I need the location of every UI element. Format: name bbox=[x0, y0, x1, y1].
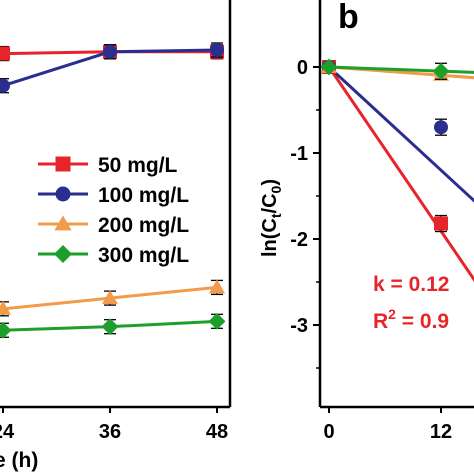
panel-a-x-tick-label: 36 bbox=[99, 421, 121, 443]
panel-a-series-line-200-mgl bbox=[0, 285, 218, 311]
panel-b-y-tick-label: -2 bbox=[290, 229, 308, 251]
panel-b-fit-line-2 bbox=[328, 65, 474, 80]
legend-marker bbox=[54, 245, 72, 263]
panel-b-y-tick-label: 0 bbox=[297, 57, 308, 79]
r-squared-annotation: R2 = 0.9 bbox=[373, 306, 449, 333]
panel-a-data-point bbox=[208, 312, 226, 330]
legend-label: 50 mg/L bbox=[98, 154, 178, 177]
panel-b-data-point bbox=[320, 58, 338, 76]
panel-b-x-tick-label: 0 bbox=[323, 421, 334, 443]
legend-marker bbox=[54, 215, 72, 231]
panel-a-x-label: e (h) bbox=[0, 449, 38, 472]
panel-b-fit-line-1 bbox=[327, 65, 474, 203]
panel-a-series-line-100-mgl bbox=[0, 48, 218, 93]
panel-b-y-label: ln(Ct/C0) bbox=[259, 179, 284, 257]
legend-label: 100 mg/L bbox=[98, 184, 189, 207]
panel-a-data-point bbox=[0, 46, 10, 61]
legend: 50 mg/L 100 mg/L 200 mg/L 300 mg/L bbox=[38, 154, 189, 267]
panel-a-series-line-300-mgl bbox=[0, 319, 218, 332]
legend-entry-200-mgl: 200 mg/L bbox=[38, 214, 189, 237]
panel-b-letter: b bbox=[338, 0, 359, 36]
panel-a-data-point bbox=[101, 318, 119, 336]
legend-marker bbox=[55, 186, 71, 202]
panel-a-data-point bbox=[103, 44, 117, 59]
panel-b: b 0 -1 -2 -3 0 12 ln(Ct/C0) k = 0.12 R2 = 0.9 bbox=[259, 0, 474, 443]
legend-label: 200 mg/L bbox=[98, 214, 189, 237]
panel-a-x-tick-label: 24 bbox=[0, 421, 15, 443]
panel-a: 24 36 48 e (h) bbox=[0, 0, 232, 472]
panel-a-data-point bbox=[0, 321, 12, 339]
rate-constant-annotation: k = 0.12 bbox=[373, 273, 449, 296]
panel-b-x-tick-label: 12 bbox=[430, 421, 452, 443]
panel-b-data-point bbox=[434, 120, 448, 135]
legend-label: 300 mg/L bbox=[98, 244, 189, 267]
panel-a-data-point bbox=[0, 78, 10, 93]
panel-a-data-point bbox=[208, 279, 226, 294]
panel-b-fit-line-3 bbox=[328, 65, 474, 74]
panel-a-data-point bbox=[101, 290, 119, 305]
legend-marker bbox=[55, 156, 71, 172]
panel-b-fit-line-0 bbox=[327, 66, 474, 283]
panel-a-x-tick-label: 48 bbox=[206, 421, 228, 443]
panel-b-y-tick-label: -1 bbox=[290, 143, 308, 165]
panel-a-data-point bbox=[0, 300, 12, 315]
panel-b-data-point bbox=[432, 62, 450, 80]
panel-a-data-point bbox=[210, 43, 224, 57]
panel-b-y-tick-label: -3 bbox=[290, 315, 308, 337]
legend-entry-50-mgl: 50 mg/L bbox=[38, 154, 178, 177]
legend-entry-300-mgl: 300 mg/L bbox=[38, 244, 189, 267]
legend-entry-100-mgl: 100 mg/L bbox=[38, 184, 189, 207]
panel-b-data-point bbox=[434, 216, 448, 231]
